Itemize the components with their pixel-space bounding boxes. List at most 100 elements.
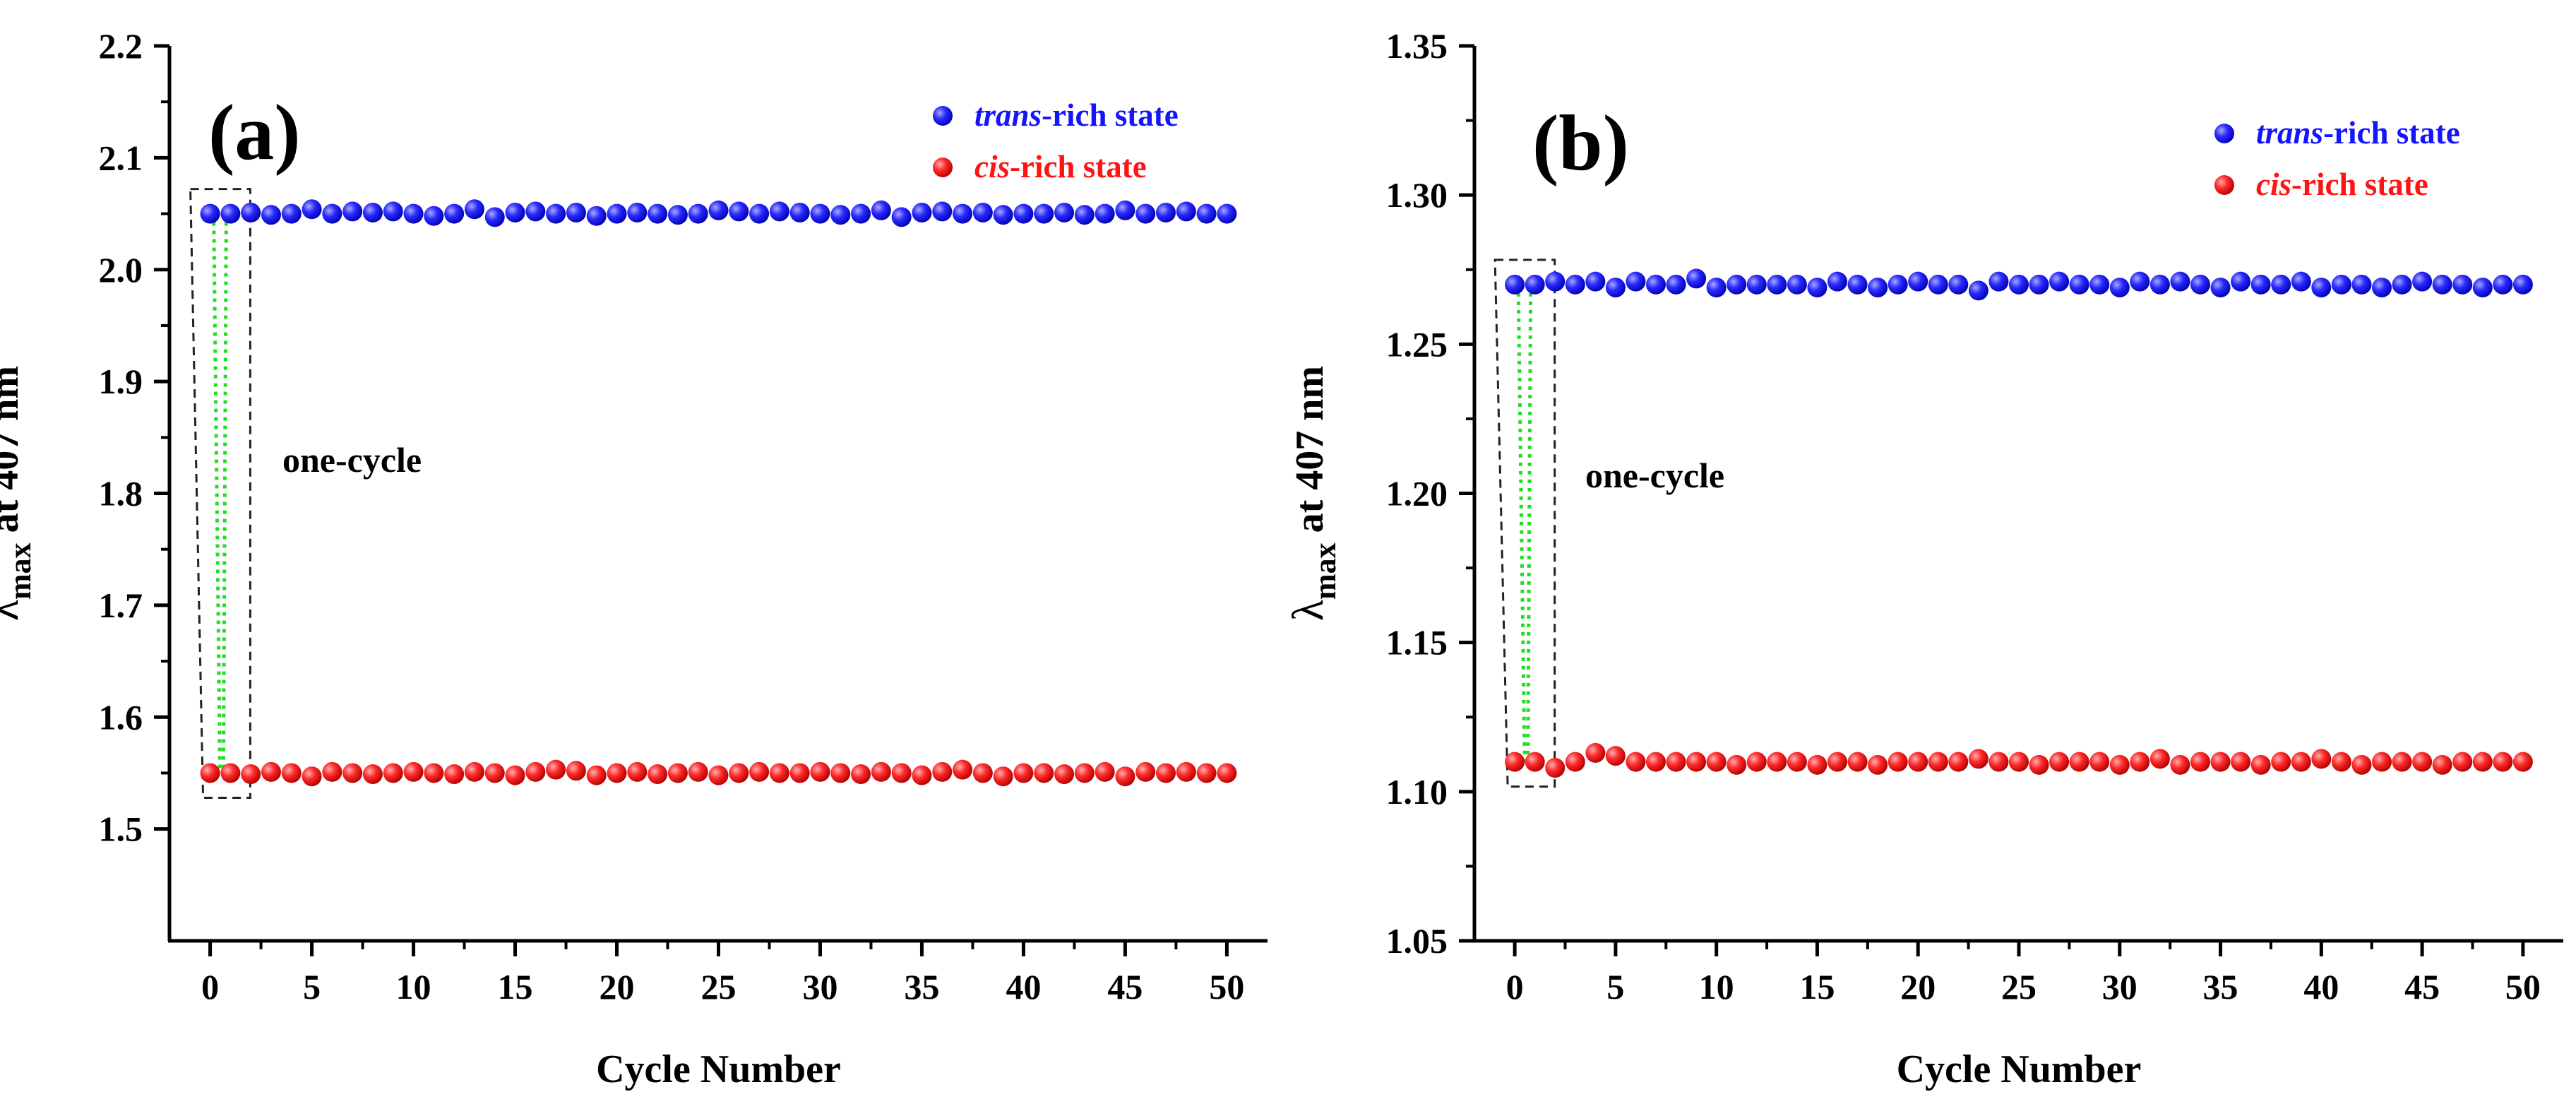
trans-data-point [281, 203, 302, 224]
trans-data-point [1605, 278, 1626, 298]
cis-data-point [1948, 752, 1969, 772]
cis-data-point [220, 763, 241, 783]
y-tick-label: 1.30 [1386, 175, 1448, 215]
y-tick-label: 1.8 [99, 474, 143, 514]
trans-data-point [2493, 274, 2513, 295]
y-axis-title: λmax at 407 nm [1284, 366, 1342, 621]
trans-data-point [2130, 271, 2150, 292]
trans-data-point [912, 202, 932, 222]
trans-data-point [2250, 274, 2271, 295]
cis-data-point [1787, 752, 1807, 772]
x-tick-label: 50 [2505, 967, 2541, 1007]
trans-data-point [1908, 271, 1928, 292]
trans-data-point [972, 202, 993, 222]
cis-data-point [1585, 742, 1606, 763]
cis-data-point [1988, 752, 2009, 772]
cis-data-point [1807, 754, 1827, 775]
x-axis-title: Cycle Number [1897, 1047, 2142, 1091]
cis-data-point [1034, 763, 1054, 783]
legend-trans-marker [933, 106, 953, 126]
cis-data-point [444, 764, 465, 785]
trans-data-point [2331, 274, 2351, 295]
x-tick-label: 40 [2303, 967, 2339, 1007]
cis-data-point [362, 764, 383, 785]
y-tick-label: 2.1 [99, 138, 143, 177]
trans-data-point [241, 202, 261, 222]
cis-data-point [972, 763, 993, 783]
trans-data-point [1948, 274, 1969, 295]
trans-data-point [2512, 274, 2533, 295]
y-tick-label: 1.7 [99, 586, 143, 625]
cis-data-point [2311, 749, 2332, 769]
x-tick-label: 10 [1699, 967, 1734, 1007]
legend-label-italic: trans [2256, 115, 2323, 150]
cis-data-point [932, 761, 953, 782]
legend-trans-label: trans-rich state [2256, 115, 2460, 150]
cis-data-point [1767, 752, 1787, 772]
cis-data-point [627, 761, 648, 782]
legend-cis-marker [2214, 175, 2234, 195]
trans-data-point [2190, 274, 2210, 295]
cis-data-point [1135, 761, 1156, 782]
trans-data-point [1706, 278, 1727, 298]
cis-data-point [1888, 752, 1908, 772]
cis-data-point [2149, 749, 2170, 769]
x-tick-label: 25 [2001, 967, 2037, 1007]
cis-data-point [2170, 754, 2190, 775]
cis-data-point [667, 763, 688, 783]
legend-label-rest: -rich state [2323, 115, 2460, 150]
x-tick-label: 50 [1209, 967, 1244, 1007]
cis-data-point [2412, 752, 2433, 772]
cis-data-point [871, 761, 891, 782]
cis-data-point [1095, 761, 1115, 782]
cis-data-point [2472, 752, 2493, 772]
trans-data-point [1505, 274, 1525, 295]
cis-data-point [403, 761, 424, 782]
legend-cis-marker [933, 158, 953, 177]
x-tick-label: 15 [1799, 967, 1835, 1007]
cis-data-point [1156, 763, 1176, 783]
trans-data-point [708, 200, 729, 220]
legend-cis-label: cis-rich state [974, 149, 1147, 184]
cis-data-point [546, 759, 566, 780]
trans-data-point [200, 203, 220, 224]
cis-data-point [1054, 764, 1075, 785]
x-tick-label: 0 [201, 967, 219, 1007]
trans-data-point [749, 203, 770, 224]
trans-data-point [586, 206, 607, 226]
trans-data-point [2311, 278, 2332, 298]
one-cycle-line-1 [1516, 284, 1527, 762]
trans-data-point [830, 205, 851, 225]
x-tick-label: 5 [303, 967, 321, 1007]
cis-data-point [200, 763, 220, 783]
cis-data-point [2049, 752, 2070, 772]
cis-data-point [383, 763, 403, 783]
trans-data-point [2149, 274, 2170, 295]
cis-data-point [1176, 761, 1196, 782]
cis-data-point [505, 765, 525, 785]
trans-data-point [688, 203, 708, 224]
trans-data-point [729, 201, 749, 222]
trans-data-point [2452, 274, 2473, 295]
cis-data-point [2291, 752, 2311, 772]
panel-label: (b) [1532, 100, 1629, 187]
cis-data-point [2351, 754, 2372, 775]
trans-data-point [769, 201, 789, 222]
trans-data-point [2372, 278, 2392, 298]
x-tick-label: 30 [802, 967, 837, 1007]
y-tick-label: 2.2 [99, 26, 143, 66]
legend-label-rest: -rich state [1010, 149, 1147, 184]
trans-data-point [322, 203, 342, 224]
legend-label-italic: cis [974, 149, 1010, 184]
y-tick-label: 1.20 [1386, 474, 1448, 514]
cis-data-point [1928, 752, 1948, 772]
cis-data-point [281, 763, 302, 783]
y-tick-label: 1.35 [1386, 26, 1448, 66]
cis-data-point [2493, 752, 2513, 772]
cis-data-point [1115, 766, 1135, 787]
cis-data-point [1545, 758, 1566, 778]
trans-data-point [953, 203, 973, 224]
cis-data-point [2432, 754, 2452, 775]
